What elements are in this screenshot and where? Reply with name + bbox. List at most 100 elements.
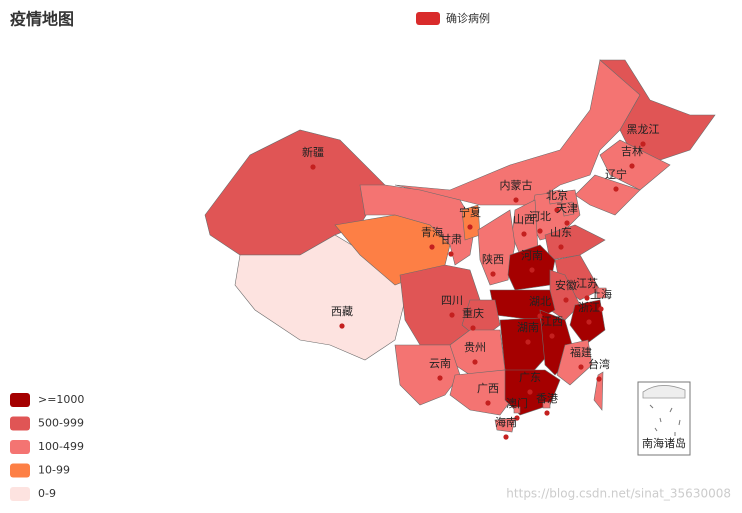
province xyxy=(494,417,516,433)
province-label: 吉林 xyxy=(621,144,643,158)
title: 疫情地图 xyxy=(10,10,74,29)
province-dot xyxy=(558,244,564,250)
province-dot xyxy=(437,375,443,381)
watermark: https://blog.csdn.net/sinat_35630008 xyxy=(506,487,731,501)
visual-map-label[interactable]: >=1000 xyxy=(38,393,84,406)
province-dot xyxy=(490,271,496,277)
province-dot xyxy=(310,164,316,170)
province-dot xyxy=(513,197,519,203)
province-dot xyxy=(537,228,543,234)
province-label: 青海 xyxy=(421,225,443,239)
province-label: 天津 xyxy=(556,202,578,215)
province xyxy=(542,401,551,409)
province-dot xyxy=(586,319,592,325)
province xyxy=(556,339,593,386)
visual-map-label[interactable]: 10-99 xyxy=(38,464,70,477)
province-label: 安徽 xyxy=(555,278,577,292)
province-dot xyxy=(563,297,569,303)
province-label: 福建 xyxy=(570,345,592,359)
visual-map-swatch[interactable] xyxy=(10,463,30,478)
province-dot xyxy=(485,400,491,406)
province xyxy=(234,234,406,361)
province-label: 黑龙江 xyxy=(627,123,660,136)
province-label: 云南 xyxy=(429,357,451,370)
province-dot xyxy=(598,306,604,312)
province xyxy=(394,344,461,406)
province-dot xyxy=(584,295,590,301)
province-dot xyxy=(339,323,345,329)
province-label: 甘肃 xyxy=(440,233,462,246)
province-dot xyxy=(525,339,531,345)
province-dot xyxy=(629,163,635,169)
province-label: 辽宁 xyxy=(605,167,627,181)
province-dot xyxy=(544,410,550,416)
province xyxy=(477,209,516,286)
province-dot xyxy=(448,251,454,257)
province-label: 台湾 xyxy=(588,357,610,371)
province-label: 山东 xyxy=(550,226,572,239)
province-label: 四川 xyxy=(441,294,463,307)
province xyxy=(596,287,607,299)
inset-label: 南海诸岛 xyxy=(642,436,686,450)
legend-label[interactable]: 确诊病例 xyxy=(446,11,490,25)
province-dot xyxy=(449,312,455,318)
visual-map-label[interactable]: 100-499 xyxy=(38,440,84,453)
visual-map-label[interactable]: 0-9 xyxy=(38,487,56,500)
province-label: 西藏 xyxy=(331,305,353,318)
province xyxy=(574,174,641,216)
province xyxy=(593,371,604,411)
province-dot xyxy=(578,364,584,370)
province-dot xyxy=(596,376,602,382)
province xyxy=(359,184,476,266)
province-dot xyxy=(554,207,560,213)
province-label: 河南 xyxy=(521,249,543,262)
province-dot xyxy=(613,186,619,192)
province-label: 内蒙古 xyxy=(500,178,533,192)
province-dot xyxy=(640,141,646,147)
province-dot xyxy=(514,415,520,421)
province xyxy=(513,406,521,414)
province-label: 贵州 xyxy=(464,341,486,354)
province-label: 浙江 xyxy=(578,301,600,314)
province-dot xyxy=(429,244,435,250)
province xyxy=(561,201,575,217)
visual-map-swatch[interactable] xyxy=(10,440,30,454)
province-dot xyxy=(472,359,478,365)
province xyxy=(599,59,716,161)
inset-land xyxy=(642,385,686,399)
province-label: 湖南 xyxy=(517,321,539,334)
province-label: 海南 xyxy=(495,415,517,429)
province-label: 江苏 xyxy=(576,277,598,290)
province-dot xyxy=(503,434,509,440)
province-label: 北京 xyxy=(546,188,568,202)
province-label: 香港 xyxy=(536,392,558,405)
province-dot xyxy=(470,325,476,331)
province-label: 宁夏 xyxy=(459,205,481,219)
province-label: 重庆 xyxy=(462,306,484,320)
province-dot xyxy=(467,224,473,230)
province-dot xyxy=(564,220,570,226)
province-label: 广西 xyxy=(477,382,499,395)
legend-swatch[interactable] xyxy=(416,12,440,25)
province-label: 湖北 xyxy=(529,295,551,308)
province-label: 江西 xyxy=(541,315,563,328)
province-label: 河北 xyxy=(529,210,551,223)
province-dot xyxy=(529,267,535,273)
province xyxy=(547,189,563,205)
province-dot xyxy=(549,333,555,339)
inset-islands xyxy=(649,404,681,436)
province-label: 澳门 xyxy=(506,396,528,410)
province-dot xyxy=(537,313,543,319)
visual-map-swatch[interactable] xyxy=(10,416,30,431)
province-label: 广东 xyxy=(519,371,541,384)
province-label: 新疆 xyxy=(302,145,324,159)
province-label: 陕西 xyxy=(482,252,504,266)
province-dot xyxy=(527,389,533,395)
province-label: 山西 xyxy=(513,213,535,226)
visual-map-swatch[interactable] xyxy=(10,393,30,407)
province-label: 上海 xyxy=(590,287,612,301)
visual-map-label[interactable]: 500-999 xyxy=(38,417,84,430)
visual-map-swatch[interactable] xyxy=(10,487,30,501)
